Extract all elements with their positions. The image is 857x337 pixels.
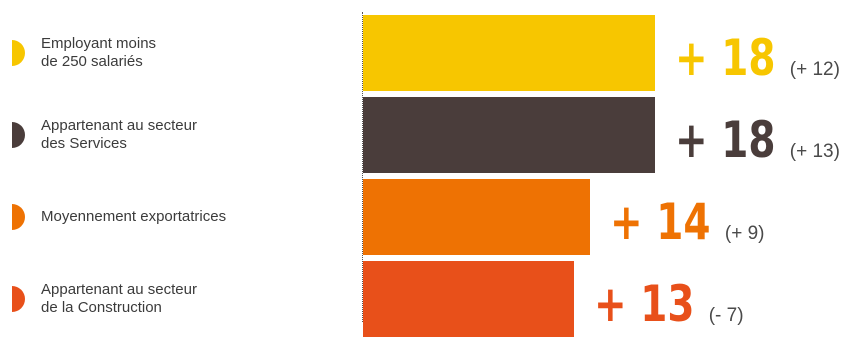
previous-value: (- 7) bbox=[708, 305, 744, 326]
previous-value: (+ 9) bbox=[724, 223, 765, 244]
category-label-text: Employant moins de 250 salariés bbox=[41, 35, 157, 70]
half-circle-icon bbox=[12, 122, 25, 148]
value-label-employees-lt-250: + 18 (+ 12) bbox=[675, 33, 840, 83]
half-circle-icon bbox=[12, 286, 25, 312]
category-label-text: Appartenant au secteur de la Constructio… bbox=[41, 281, 197, 316]
category-label-construction: Appartenant au secteur de la Constructio… bbox=[12, 269, 197, 329]
category-label-text: Moyennement exportatrices bbox=[41, 208, 227, 225]
axis-line bbox=[362, 12, 363, 322]
bar-exporters bbox=[363, 179, 591, 255]
category-label-exporters: Moyennement exportatrices bbox=[12, 187, 226, 247]
half-circle-icon bbox=[12, 40, 25, 66]
value-label-construction: + 13 (- 7) bbox=[594, 279, 744, 329]
data-value: + 14 bbox=[610, 193, 711, 251]
category-label-services: Appartenant au secteur des Services bbox=[12, 105, 197, 165]
previous-value: (+ 13) bbox=[789, 141, 840, 162]
bar-employees-lt-250 bbox=[363, 15, 655, 91]
category-label-employees-lt-250: Employant moins de 250 salariés bbox=[12, 23, 156, 83]
value-label-exporters: + 14 (+ 9) bbox=[610, 197, 765, 247]
category-label-text: Appartenant au secteur des Services bbox=[41, 117, 197, 152]
data-value: + 13 bbox=[593, 275, 695, 333]
data-value: + 18 bbox=[674, 111, 776, 169]
bar-services bbox=[363, 97, 655, 173]
value-label-services: + 18 (+ 13) bbox=[675, 115, 840, 165]
data-value: + 18 bbox=[674, 29, 776, 87]
bar-construction bbox=[363, 261, 574, 337]
previous-value: (+ 12) bbox=[789, 59, 840, 80]
half-circle-icon bbox=[12, 204, 25, 230]
